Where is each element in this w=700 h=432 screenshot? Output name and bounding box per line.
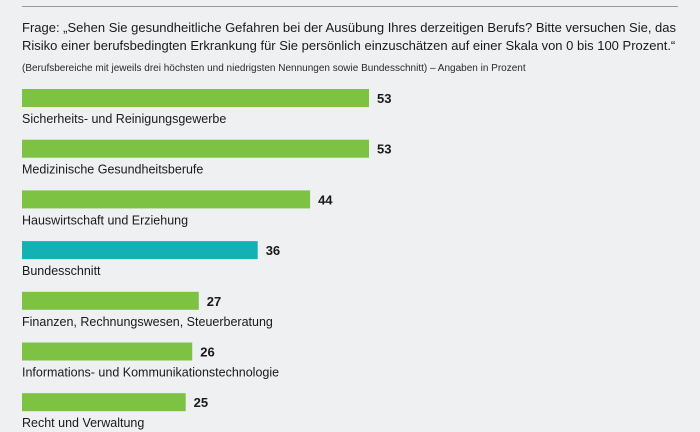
bar-value-2: 44 — [318, 192, 333, 207]
category-label-1: Medizinische Gesundheitsberufe — [22, 163, 203, 177]
category-label-5: Informations- und Kommunikationstechnolo… — [22, 366, 279, 380]
category-label-0: Sicherheits- und Reinigungsgewerbe — [22, 112, 226, 126]
category-label-3: Bundesschnitt — [22, 264, 101, 278]
category-label-6: Recht und Verwaltung — [22, 416, 144, 430]
bar-2 — [22, 190, 311, 209]
bar-value-1: 53 — [377, 142, 391, 157]
bar-1 — [22, 139, 369, 158]
bar-4 — [22, 291, 199, 310]
category-label-2: Hauswirtschaft und Erziehung — [22, 213, 188, 227]
bar-value-4: 27 — [207, 294, 221, 309]
bar-value-0: 53 — [377, 91, 391, 106]
chart-note: (Berufsbereiche mit jeweils drei höchste… — [22, 63, 526, 74]
bar-0 — [22, 89, 369, 107]
bar-value-3: 36 — [266, 243, 280, 258]
category-label-4: Finanzen, Rechnungswesen, Steuerberatung — [22, 315, 273, 329]
bar-6 — [22, 393, 186, 412]
bar-3 — [22, 241, 258, 260]
survey-question: Frage: „Sehen Sie gesundheitliche Gefahr… — [22, 20, 677, 53]
bar-5 — [22, 342, 193, 361]
bar-value-6: 25 — [194, 395, 208, 410]
bar-value-5: 26 — [200, 345, 214, 360]
top-divider — [22, 6, 678, 7]
